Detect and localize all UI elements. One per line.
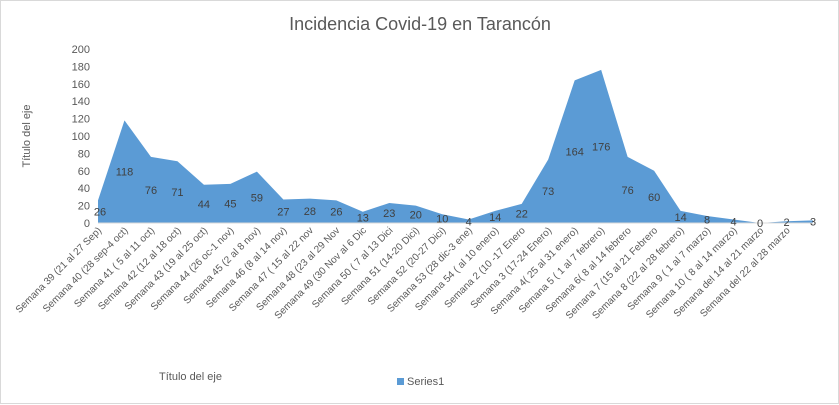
series1-area: [98, 69, 813, 223]
legend[interactable]: Series1: [397, 376, 444, 388]
y-tick-label: 80: [78, 148, 90, 160]
data-label: 3: [810, 217, 816, 229]
y-axis-ticks: 0 20 40 60 80 100 120 140 160 180 200: [72, 44, 90, 230]
data-label: 60: [648, 192, 660, 204]
y-axis-title: Título del eje: [21, 105, 33, 168]
plot-area: [98, 69, 813, 224]
data-label: 13: [357, 212, 369, 224]
data-label: 20: [410, 209, 422, 221]
data-label: 27: [277, 206, 289, 218]
data-label: 0: [757, 218, 763, 230]
data-label: 76: [622, 185, 634, 197]
data-label: 2: [783, 217, 789, 229]
y-tick-label: 20: [78, 201, 90, 213]
data-label: 44: [198, 199, 210, 211]
data-label: 118: [116, 167, 134, 179]
chart-title: Incidencia Covid-19 en Tarancón: [289, 14, 551, 34]
y-tick-label: 40: [78, 183, 90, 195]
data-label: 176: [592, 141, 610, 153]
y-tick-label: 200: [72, 44, 90, 56]
y-tick-label: 140: [72, 96, 90, 108]
data-label: 73: [542, 186, 554, 198]
data-label: 4: [730, 216, 736, 228]
data-label: 164: [565, 147, 583, 159]
data-label: 23: [383, 208, 395, 220]
data-label: 71: [171, 187, 183, 199]
y-tick-label: 0: [84, 218, 90, 230]
data-label: 26: [330, 207, 342, 219]
x-axis-labels: Semana 39 (21 al 27 Sep)Semana 40 (28 se…: [14, 225, 793, 322]
data-label: 22: [516, 208, 528, 220]
data-label: 45: [224, 198, 236, 210]
data-label: 59: [251, 192, 263, 204]
y-tick-label: 180: [72, 61, 90, 73]
x-axis-title: Título del eje: [159, 371, 222, 383]
y-tick-label: 60: [78, 166, 90, 178]
data-label: 26: [94, 207, 106, 219]
y-tick-label: 100: [72, 131, 90, 143]
legend-label-series1: Series1: [407, 376, 444, 388]
data-label: 8: [704, 215, 710, 227]
legend-swatch-series1: [397, 378, 404, 385]
data-label: 10: [436, 214, 448, 226]
data-label: 4: [466, 216, 472, 228]
data-label: 14: [674, 212, 686, 224]
data-label: 76: [145, 185, 157, 197]
y-tick-label: 120: [72, 114, 90, 126]
data-label: 14: [489, 212, 501, 224]
data-label: 28: [304, 206, 316, 218]
y-tick-label: 160: [72, 79, 90, 91]
